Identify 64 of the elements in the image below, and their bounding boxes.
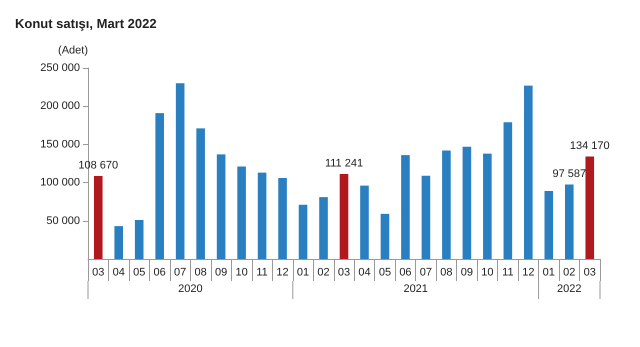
chart-title: Konut satışı, Mart 2022 (15, 16, 157, 31)
bar (196, 128, 205, 259)
y-tick-label: 100 000 (40, 176, 80, 189)
x-tick-label: 08 (440, 266, 453, 278)
x-tick-label: 03 (338, 266, 350, 278)
text: 2020 (178, 283, 203, 295)
x-tick-label: 06 (154, 266, 166, 278)
bar (216, 154, 226, 259)
bar (94, 176, 103, 259)
bar (422, 176, 430, 259)
bar (114, 226, 124, 259)
bar (564, 184, 574, 259)
bar (360, 186, 369, 259)
x-tick-label: 11 (256, 266, 268, 278)
bar (462, 146, 472, 259)
y-tick-label: 150 000 (40, 138, 80, 150)
x-tick-label: 07 (420, 266, 432, 278)
x-tick-label: 11 (502, 266, 514, 278)
x-tick-label: 01 (296, 266, 310, 278)
bar (237, 166, 246, 259)
x-tick-label: 03 (92, 266, 104, 278)
x-tick-label: 09 (214, 266, 228, 278)
x-tick-label: 04 (358, 266, 371, 278)
x-tick-label: 01 (542, 266, 555, 278)
bar (442, 150, 451, 259)
x-tick-label: 12 (276, 266, 289, 278)
bar (340, 174, 348, 259)
bar (319, 197, 328, 259)
x-tick-label: 06 (399, 266, 412, 278)
bar (585, 156, 594, 259)
data-label: 97 587 (552, 168, 586, 180)
bar (544, 191, 554, 259)
text: 2022 (557, 283, 582, 295)
bar (483, 154, 492, 259)
bar (155, 113, 164, 259)
x-tick-label: 05 (378, 266, 392, 278)
bar (380, 214, 390, 259)
x-tick-label: 12 (522, 266, 534, 278)
bar (176, 83, 184, 259)
x-tick-label: 08 (194, 266, 207, 278)
data-label: 108 670 (78, 159, 118, 172)
y-tick-label: 250 000 (40, 62, 80, 74)
bar (504, 122, 512, 259)
bar (278, 178, 287, 259)
bar (258, 172, 266, 259)
data-label: 134 170 (570, 140, 610, 152)
x-tick-label: 02 (563, 266, 576, 278)
x-tick-label: 05 (133, 266, 146, 278)
x-tick-label: 02 (317, 266, 330, 278)
text: 2021 (403, 283, 428, 295)
x-tick-label: 07 (174, 266, 186, 278)
y-tick-label: 200 000 (40, 100, 80, 112)
x-tick-label: 10 (235, 266, 248, 278)
bar (401, 155, 410, 259)
x-tick-label: 10 (481, 266, 494, 278)
bar (298, 204, 308, 259)
x-tick-label: 04 (112, 266, 125, 278)
x-tick-label: 09 (460, 266, 474, 278)
y-tick-label: 50 000 (46, 214, 80, 227)
data-label: 111 241 (324, 158, 364, 170)
bar (134, 220, 144, 259)
y-axis-title: (Adet) (58, 44, 88, 56)
x-tick-label: 03 (584, 266, 596, 278)
bar (524, 86, 533, 259)
